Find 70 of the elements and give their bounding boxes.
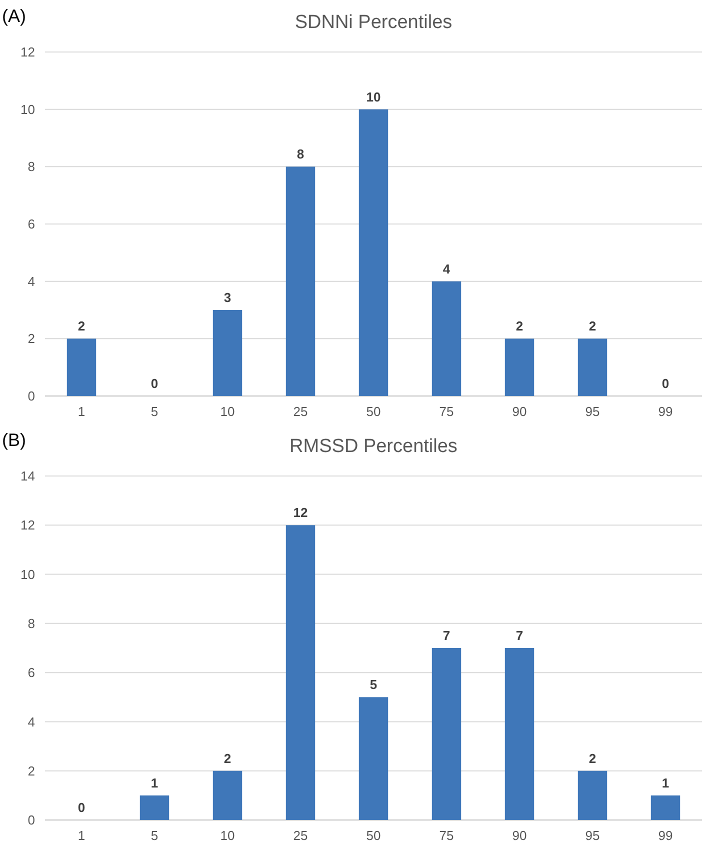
x-tick-label: 10 — [220, 404, 235, 419]
data-label: 0 — [150, 376, 158, 391]
x-tick-label: 25 — [293, 404, 308, 419]
y-tick-label: 14 — [20, 468, 35, 484]
data-label: 8 — [296, 146, 304, 162]
x-tick-label: 90 — [512, 404, 527, 419]
data-label: 1 — [150, 775, 158, 790]
x-tick-label: 5 — [150, 828, 158, 843]
data-label: 2 — [78, 318, 86, 334]
data-label: 2 — [588, 318, 596, 334]
y-tick-label: 12 — [20, 518, 35, 533]
x-tick-label: 50 — [366, 828, 381, 843]
data-label: 3 — [224, 290, 232, 305]
data-label: 2 — [588, 750, 596, 766]
bar — [212, 770, 242, 820]
bar — [66, 338, 96, 396]
x-tick-label: 10 — [220, 828, 235, 843]
chart-title: SDNNi Percentiles — [294, 12, 452, 33]
chart-title: RMSSD Percentiles — [290, 436, 458, 457]
data-label: 2 — [516, 318, 524, 334]
bar — [286, 166, 316, 396]
bar — [140, 795, 170, 820]
bar — [650, 795, 680, 820]
y-tick-label: 10 — [20, 102, 35, 117]
bar — [578, 338, 608, 396]
x-tick-label: 95 — [585, 828, 600, 843]
bar — [432, 281, 462, 396]
data-label: 10 — [366, 89, 381, 104]
y-tick-label: 2 — [28, 331, 35, 346]
x-tick-label: 5 — [150, 404, 158, 419]
data-label: 7 — [516, 628, 524, 643]
y-tick-label: 4 — [28, 714, 35, 730]
bar — [504, 338, 534, 396]
y-tick-label: 6 — [28, 665, 35, 680]
bar — [432, 648, 462, 820]
y-tick-label: 0 — [28, 388, 35, 404]
y-tick-label: 10 — [20, 566, 35, 582]
bar — [358, 109, 388, 396]
y-tick-label: 0 — [28, 812, 35, 828]
data-label: 2 — [224, 750, 232, 766]
x-tick-label: 1 — [78, 828, 86, 843]
y-tick-label: 4 — [28, 274, 35, 289]
bar — [212, 310, 242, 396]
x-tick-label: 99 — [658, 404, 673, 419]
data-label: 4 — [442, 261, 451, 276]
x-tick-label: 25 — [293, 828, 308, 843]
x-tick-label: 75 — [439, 828, 454, 843]
data-label: 0 — [78, 800, 86, 815]
x-tick-label: 95 — [585, 404, 600, 419]
data-label: 0 — [662, 376, 670, 391]
bar — [286, 525, 316, 820]
x-tick-label: 50 — [366, 404, 381, 419]
y-tick-label: 8 — [28, 616, 35, 631]
y-tick-label: 12 — [20, 44, 35, 60]
y-tick-label: 8 — [28, 159, 35, 174]
x-tick-label: 99 — [658, 828, 673, 843]
bar — [504, 648, 534, 820]
data-label: 1 — [662, 775, 670, 790]
text: (A) — [2, 6, 26, 26]
text: (B) — [2, 430, 26, 450]
y-tick-label: 6 — [28, 216, 35, 232]
x-tick-label: 1 — [78, 404, 86, 419]
data-label: 5 — [370, 677, 378, 692]
x-tick-label: 90 — [512, 828, 527, 843]
bar — [358, 697, 388, 820]
y-tick-label: 2 — [28, 763, 35, 778]
bar — [578, 770, 608, 820]
data-label: 7 — [442, 628, 450, 643]
x-tick-label: 75 — [439, 404, 454, 419]
data-label: 12 — [293, 505, 308, 520]
